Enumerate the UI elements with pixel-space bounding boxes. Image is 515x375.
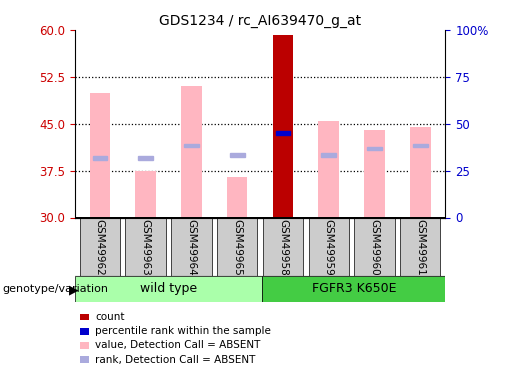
Bar: [318, 121, 339, 218]
Bar: [230, 153, 245, 157]
Bar: [276, 131, 290, 135]
Text: rank, Detection Call = ABSENT: rank, Detection Call = ABSENT: [95, 355, 255, 364]
Bar: [263, 217, 303, 276]
Bar: [75, 276, 262, 302]
Bar: [80, 217, 120, 276]
Text: count: count: [95, 312, 125, 322]
Bar: [272, 35, 293, 218]
Bar: [90, 93, 110, 218]
Title: GDS1234 / rc_AI639470_g_at: GDS1234 / rc_AI639470_g_at: [159, 13, 361, 28]
Bar: [181, 86, 202, 218]
Bar: [413, 144, 427, 147]
Bar: [126, 217, 166, 276]
Text: value, Detection Call = ABSENT: value, Detection Call = ABSENT: [95, 340, 261, 350]
Text: FGFR3 K650E: FGFR3 K650E: [312, 282, 396, 295]
Text: wild type: wild type: [140, 282, 197, 295]
Text: GSM49960: GSM49960: [370, 219, 380, 276]
Text: genotype/variation: genotype/variation: [3, 285, 109, 294]
Bar: [139, 156, 153, 160]
Bar: [321, 153, 336, 157]
Bar: [227, 177, 248, 218]
Text: GSM49964: GSM49964: [186, 219, 196, 276]
Bar: [184, 144, 199, 147]
Text: GSM49965: GSM49965: [232, 219, 242, 276]
Bar: [171, 217, 212, 276]
Text: GSM49963: GSM49963: [141, 219, 150, 276]
Bar: [262, 276, 445, 302]
Text: GSM49958: GSM49958: [278, 219, 288, 276]
Text: GSM49959: GSM49959: [324, 219, 334, 276]
Bar: [217, 217, 258, 276]
Bar: [410, 127, 431, 218]
Bar: [354, 217, 394, 276]
Bar: [364, 130, 385, 218]
Bar: [135, 171, 156, 217]
Text: ▶: ▶: [68, 283, 78, 296]
Text: percentile rank within the sample: percentile rank within the sample: [95, 326, 271, 336]
Text: GSM49962: GSM49962: [95, 219, 105, 276]
Text: GSM49961: GSM49961: [415, 219, 425, 276]
Bar: [400, 217, 440, 276]
Bar: [308, 217, 349, 276]
Bar: [93, 156, 107, 160]
Bar: [367, 147, 382, 150]
